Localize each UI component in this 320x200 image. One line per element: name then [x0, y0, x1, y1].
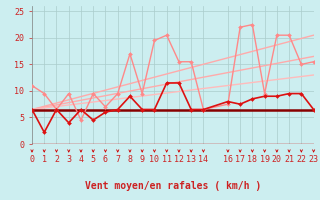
- X-axis label: Vent moyen/en rafales ( km/h ): Vent moyen/en rafales ( km/h ): [85, 181, 261, 191]
